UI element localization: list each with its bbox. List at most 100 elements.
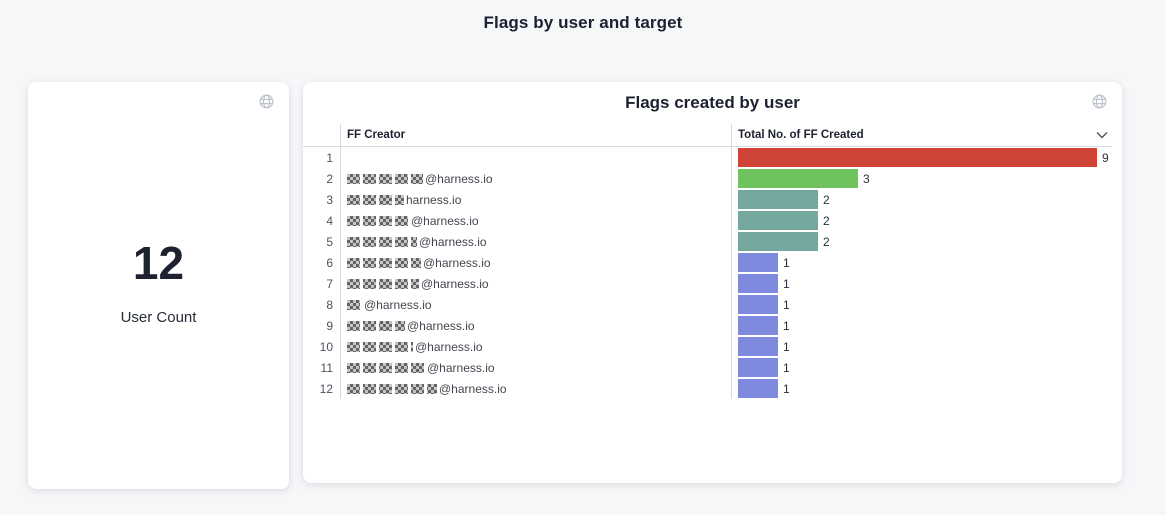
redacted-name bbox=[347, 383, 437, 394]
row-creator-cell: @harness.io bbox=[340, 294, 731, 315]
bar-value-label: 2 bbox=[823, 192, 830, 207]
email-suffix: @harness.io bbox=[415, 339, 483, 354]
redacted-name bbox=[347, 257, 421, 268]
row-rank: 10 bbox=[319, 339, 333, 354]
row-rank: 6 bbox=[326, 255, 333, 270]
table-row: 8 @harness.io 1 bbox=[303, 294, 1112, 315]
bar[interactable] bbox=[738, 169, 858, 188]
bar[interactable] bbox=[738, 232, 818, 251]
table-row: 3 harness.io 2 bbox=[303, 189, 1112, 210]
redacted-name bbox=[347, 320, 405, 331]
row-rank: 5 bbox=[326, 234, 333, 249]
row-creator-cell: @harness.io bbox=[340, 315, 731, 336]
header-rank-column bbox=[303, 124, 340, 146]
row-bar-cell: 1 bbox=[731, 294, 1112, 315]
globe-icon[interactable] bbox=[1091, 93, 1108, 110]
flags-table: FF Creator Total No. of FF Created 1 9 2… bbox=[303, 124, 1112, 399]
table-row: 11 @harness.io 1 bbox=[303, 357, 1112, 378]
row-creator-cell: @harness.io bbox=[340, 273, 731, 294]
row-bar-cell: 1 bbox=[731, 273, 1112, 294]
stat-wrap: 12 User Count bbox=[28, 238, 289, 326]
bar[interactable] bbox=[738, 358, 778, 377]
email-suffix: @harness.io bbox=[427, 360, 495, 375]
header-ff-creator[interactable]: FF Creator bbox=[340, 124, 731, 146]
row-bar-cell: 9 bbox=[731, 147, 1112, 168]
table-row: 4 @harness.io 2 bbox=[303, 210, 1112, 231]
redacted-name bbox=[347, 194, 404, 205]
header-total-created[interactable]: Total No. of FF Created bbox=[731, 124, 1112, 146]
row-bar-cell: 3 bbox=[731, 168, 1112, 189]
email-suffix: @harness.io bbox=[425, 171, 493, 186]
header-ff-creator-label: FF Creator bbox=[347, 129, 406, 141]
row-rank: 8 bbox=[326, 297, 333, 312]
header-total-created-label: Total No. of FF Created bbox=[738, 129, 864, 141]
redacted-name bbox=[347, 236, 417, 247]
table-row: 10 @harness.io 1 bbox=[303, 336, 1112, 357]
bar[interactable] bbox=[738, 211, 818, 230]
row-rank: 4 bbox=[326, 213, 333, 228]
bar[interactable] bbox=[738, 316, 778, 335]
table-row: 9 @harness.io 1 bbox=[303, 315, 1112, 336]
row-creator-cell: @harness.io bbox=[340, 210, 731, 231]
row-bar-cell: 1 bbox=[731, 378, 1112, 399]
row-creator-cell: @harness.io bbox=[340, 231, 731, 252]
bar-value-label: 1 bbox=[783, 381, 790, 396]
redacted-name bbox=[347, 278, 419, 289]
bar[interactable] bbox=[738, 337, 778, 356]
email-suffix: @harness.io bbox=[423, 255, 491, 270]
email-suffix: @harness.io bbox=[407, 318, 475, 333]
row-rank: 12 bbox=[319, 381, 333, 396]
table-row: 5 @harness.io 2 bbox=[303, 231, 1112, 252]
row-bar-cell: 2 bbox=[731, 231, 1112, 252]
row-creator-cell: @harness.io bbox=[340, 168, 731, 189]
globe-icon[interactable] bbox=[258, 93, 275, 110]
redacted-name bbox=[347, 299, 362, 310]
row-bar-cell: 1 bbox=[731, 336, 1112, 357]
table-row: 12 @harness.io 1 bbox=[303, 378, 1112, 399]
table-row: 6 @harness.io 1 bbox=[303, 252, 1112, 273]
redacted-name bbox=[347, 173, 423, 184]
row-bar-cell: 1 bbox=[731, 315, 1112, 336]
bar-value-label: 2 bbox=[823, 213, 830, 228]
chevron-down-icon[interactable] bbox=[1096, 130, 1108, 140]
table-row: 7 @harness.io 1 bbox=[303, 273, 1112, 294]
user-count-label: User Count bbox=[120, 308, 197, 326]
table-row: 1 9 bbox=[303, 147, 1112, 168]
row-creator-cell: @harness.io bbox=[340, 378, 731, 399]
bar-value-label: 1 bbox=[783, 318, 790, 333]
bar-value-label: 3 bbox=[863, 171, 870, 186]
row-rank: 11 bbox=[320, 360, 333, 375]
email-suffix: @harness.io bbox=[419, 234, 487, 249]
bar-value-label: 1 bbox=[783, 360, 790, 375]
row-creator-cell: @harness.io bbox=[340, 336, 731, 357]
email-suffix: harness.io bbox=[406, 192, 462, 207]
user-count-card: 12 User Count bbox=[28, 82, 289, 489]
bar[interactable] bbox=[738, 274, 778, 293]
row-bar-cell: 2 bbox=[731, 210, 1112, 231]
table-header: FF Creator Total No. of FF Created bbox=[303, 124, 1112, 147]
email-suffix: @harness.io bbox=[421, 276, 489, 291]
page-title: Flags by user and target bbox=[483, 13, 683, 32]
row-rank: 1 bbox=[326, 150, 333, 165]
redacted-name bbox=[347, 215, 409, 226]
bar[interactable] bbox=[738, 379, 778, 398]
bar-value-label: 1 bbox=[783, 297, 790, 312]
row-rank: 9 bbox=[326, 318, 333, 333]
bar[interactable] bbox=[738, 253, 778, 272]
bar-value-label: 2 bbox=[823, 234, 830, 249]
email-suffix: @harness.io bbox=[439, 381, 507, 396]
user-count-value: 12 bbox=[132, 237, 185, 289]
bar-value-label: 1 bbox=[783, 339, 790, 354]
redacted-name bbox=[347, 341, 413, 352]
bar[interactable] bbox=[738, 295, 778, 314]
row-bar-cell: 1 bbox=[731, 252, 1112, 273]
row-rank: 2 bbox=[326, 171, 333, 186]
bar-value-label: 1 bbox=[783, 255, 790, 270]
row-rank: 3 bbox=[326, 192, 333, 207]
row-creator-cell: @harness.io bbox=[340, 357, 731, 378]
bar[interactable] bbox=[738, 148, 1097, 167]
row-rank: 7 bbox=[326, 276, 333, 291]
bar[interactable] bbox=[738, 190, 818, 209]
bar-value-label: 9 bbox=[1102, 150, 1109, 165]
row-creator-cell: @harness.io bbox=[340, 252, 731, 273]
